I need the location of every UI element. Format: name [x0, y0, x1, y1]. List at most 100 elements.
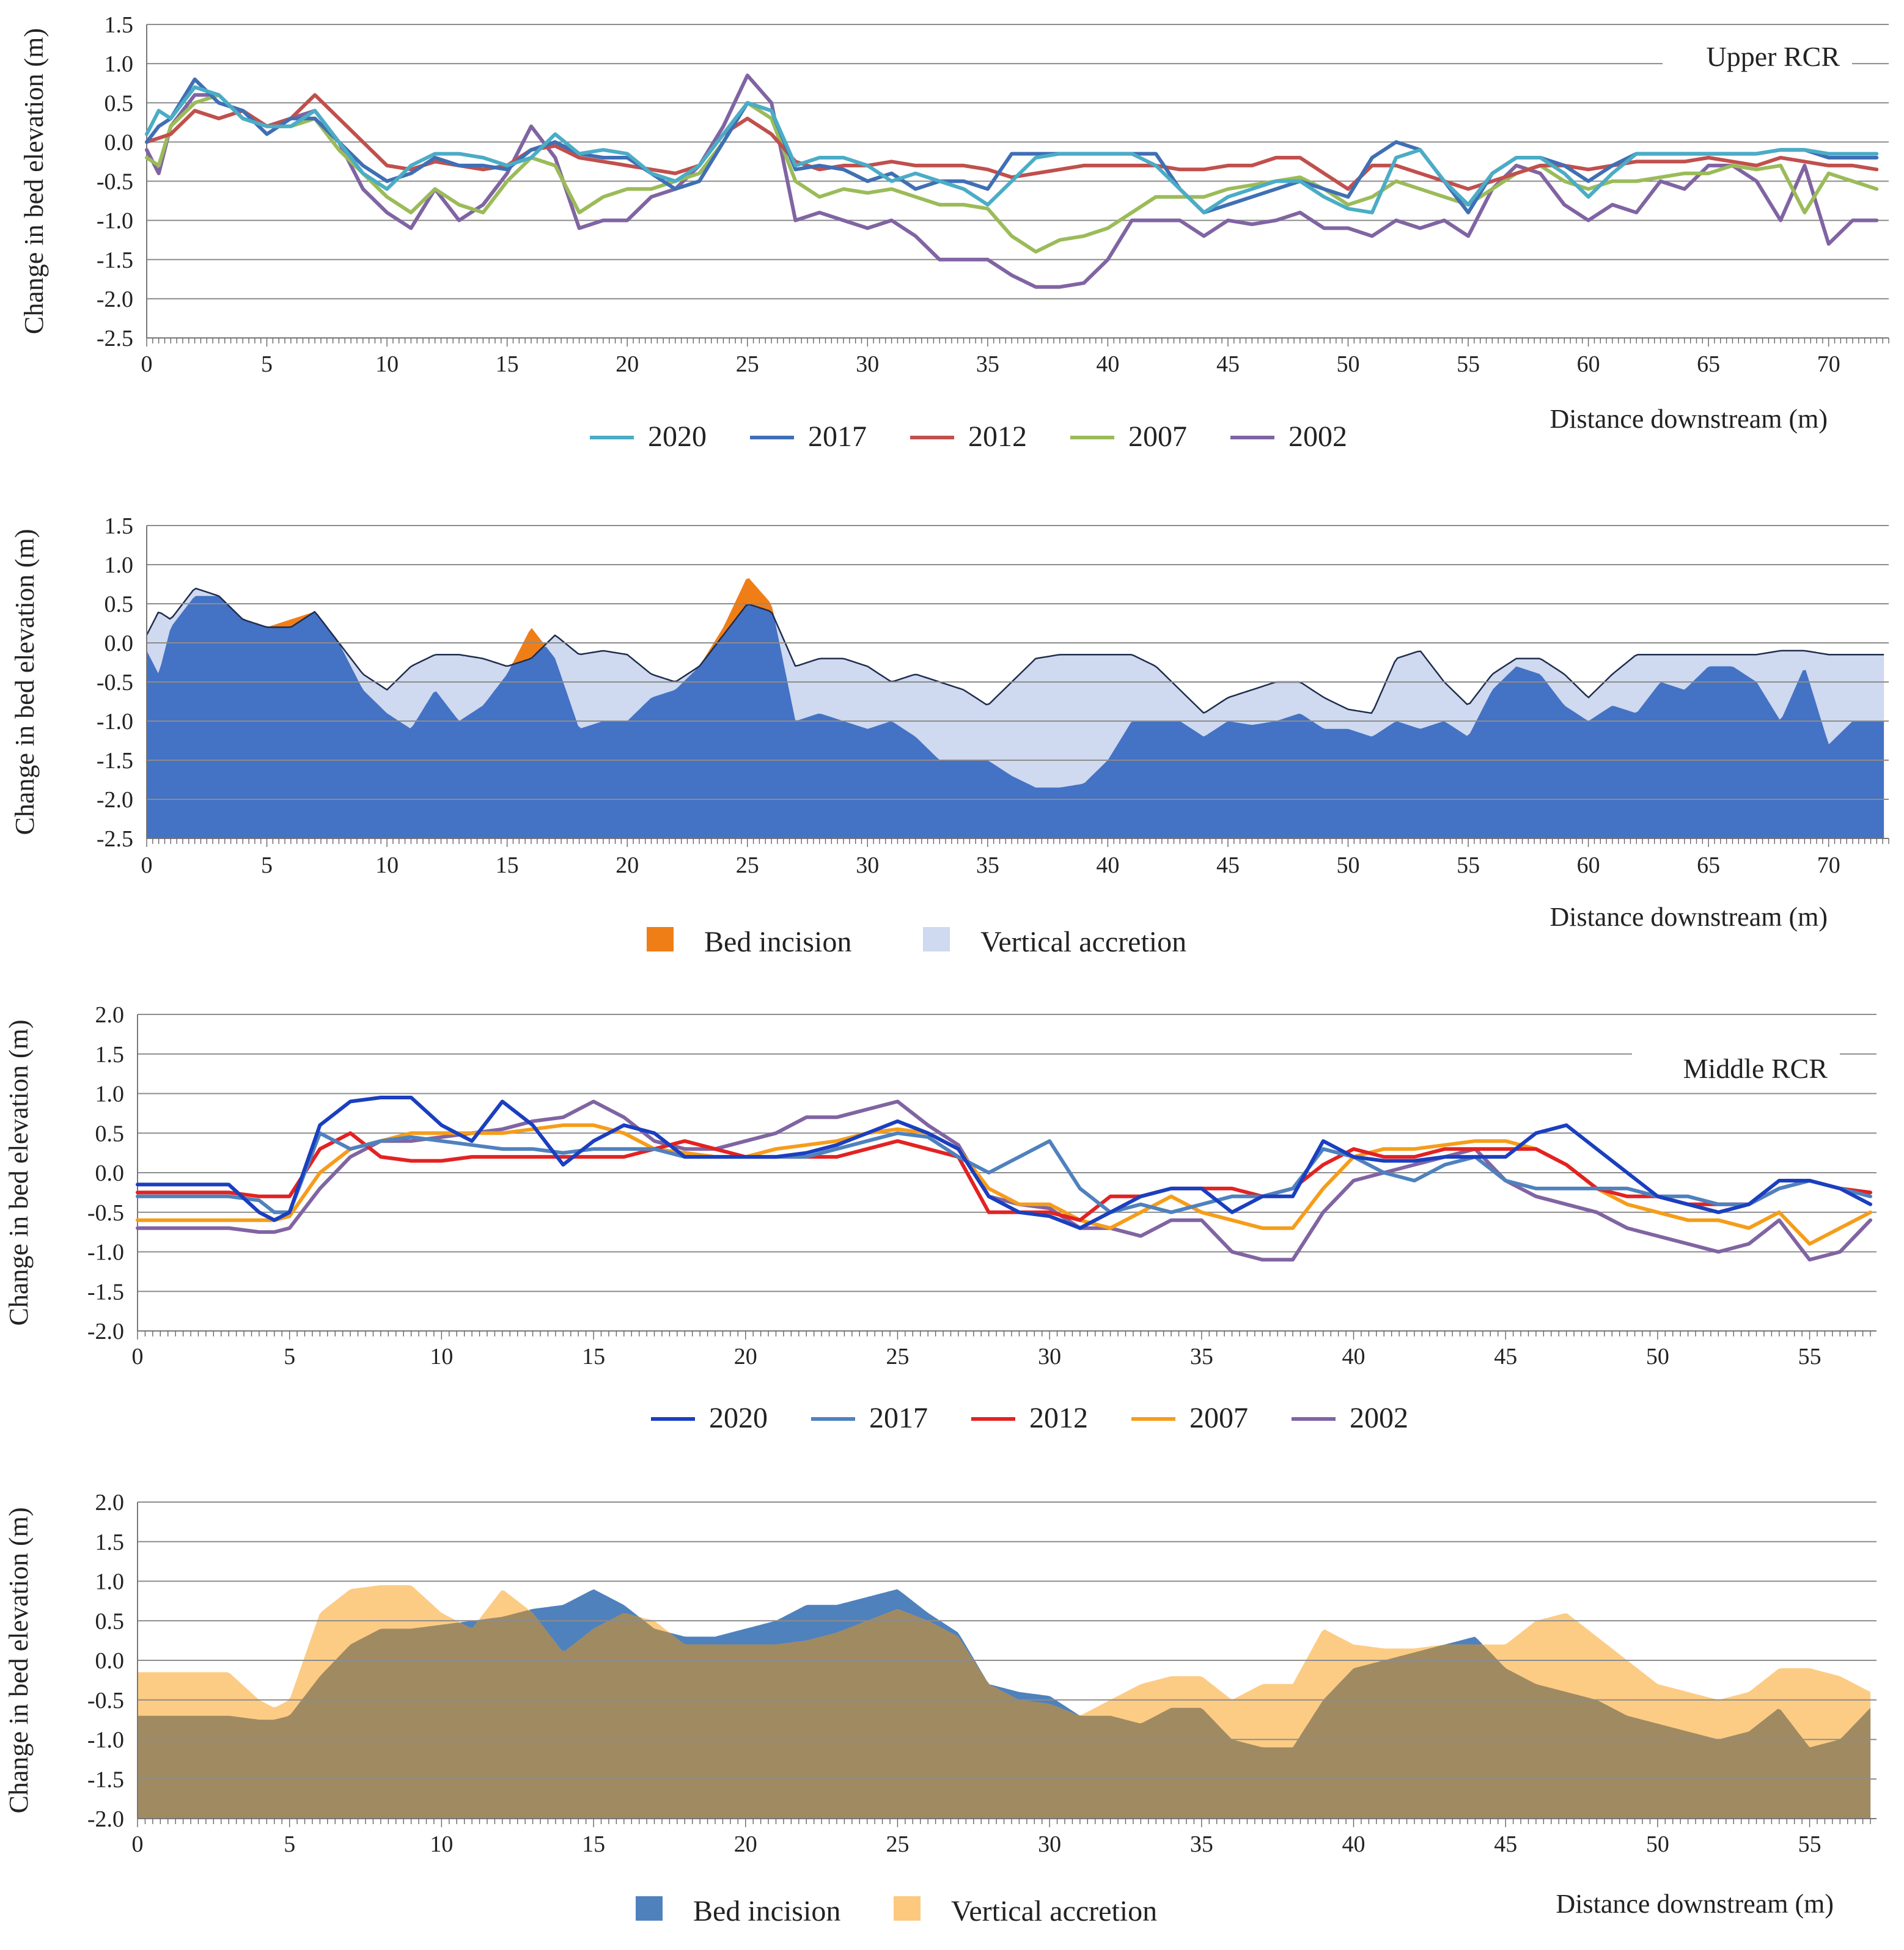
legend-label: Bed incision — [704, 926, 851, 958]
x-tick-label: 15 — [582, 1831, 605, 1857]
y-axis-label: Change in bed elevation (m) — [4, 1020, 34, 1326]
y-tick-label: 2.0 — [95, 1002, 125, 1028]
legend-label-2020: 2020 — [709, 1402, 768, 1434]
y-tick-label: 0.0 — [95, 1160, 125, 1186]
y-tick-label: -1.5 — [97, 748, 133, 774]
x-tick-label: 5 — [284, 1344, 295, 1369]
y-tick-label: -2.0 — [97, 287, 133, 312]
x-tick-label: 10 — [430, 1831, 453, 1857]
base-profile-area — [138, 1609, 1871, 1819]
y-tick-label: -1.5 — [87, 1279, 124, 1305]
x-tick-label: 50 — [1646, 1831, 1669, 1857]
legend-label: Bed incision — [693, 1895, 840, 1927]
legend-swatch — [636, 1896, 663, 1921]
y-tick-label: -2.0 — [87, 1319, 124, 1344]
legend-label: Vertical accretion — [980, 926, 1186, 958]
x-axis-label: Distance downstream (m) — [1556, 1889, 1834, 1919]
x-tick-label: 15 — [496, 852, 519, 878]
y-tick-label: 2.0 — [95, 1490, 125, 1516]
y-tick-label: -1.0 — [97, 709, 133, 735]
y-tick-label: -0.5 — [87, 1688, 124, 1714]
x-tick-label: 25 — [886, 1344, 909, 1369]
legend-label-2002: 2002 — [1350, 1402, 1408, 1434]
x-tick-label: 70 — [1817, 852, 1840, 878]
x-tick-label: 20 — [734, 1344, 757, 1369]
y-tick-label: 0.5 — [105, 90, 134, 116]
legend-swatch — [894, 1896, 921, 1921]
x-tick-label: 45 — [1216, 852, 1240, 878]
y-tick-label: -2.5 — [97, 826, 133, 852]
x-tick-label: 40 — [1096, 852, 1119, 878]
middle-rcr-area-chart: 2.0 1.5 1.0 0.5 0.0 -0.5 -1.0 -1.5 -2.0 0 5 10 15 20 2… — [4, 1490, 1876, 1927]
x-tick-label: 25 — [886, 1831, 909, 1857]
series-line-2002 — [136, 1099, 1873, 1262]
series-line-2020 — [145, 85, 1879, 214]
legend-swatch — [647, 927, 674, 951]
y-tick-label: -0.5 — [87, 1200, 124, 1226]
y-tick-label: 1.5 — [95, 1042, 125, 1068]
legend-label-2017: 2017 — [808, 420, 867, 453]
y-tick-label: 1.0 — [105, 51, 134, 77]
y-tick-label: 0.0 — [105, 631, 134, 656]
legend-label-2012: 2012 — [968, 420, 1027, 453]
x-tick-label: 5 — [261, 351, 273, 377]
x-tick-label: 0 — [132, 1344, 144, 1369]
x-tick-label: 15 — [582, 1344, 605, 1369]
x-tick-label: 35 — [1190, 1831, 1213, 1857]
x-tick-label: 5 — [284, 1831, 295, 1857]
y-tick-label: 1.0 — [95, 1569, 125, 1595]
x-tick-label: 0 — [141, 852, 153, 878]
series-line-2007 — [145, 93, 1879, 254]
middle-rcr-line-chart: 2.01.51.00.50.0-0.5-1.0-1.5-2.00 5 10 15 20 2… — [4, 1002, 1876, 1434]
x-tick-label: 55 — [1798, 1831, 1821, 1857]
x-tick-label: 50 — [1337, 852, 1360, 878]
x-tick-label: 45 — [1494, 1831, 1517, 1857]
x-tick-label: 10 — [375, 351, 399, 377]
x-tick-label: 45 — [1216, 351, 1240, 377]
series-line-2012 — [136, 1131, 1873, 1222]
x-tick-label: 70 — [1817, 351, 1840, 377]
x-tick-label: 65 — [1697, 351, 1720, 377]
y-axis-label: Change in bed elevation (m) — [10, 529, 40, 835]
series-line-2020 — [136, 1096, 1873, 1230]
x-tick-label: 55 — [1457, 852, 1480, 878]
x-tick-label: 10 — [430, 1344, 453, 1369]
y-tick-label: 1.0 — [105, 552, 134, 578]
legend-label-2002: 2002 — [1288, 420, 1347, 453]
x-tick-label: 35 — [976, 351, 999, 377]
y-tick-label: -2.0 — [87, 1806, 124, 1832]
legend-label-2012: 2012 — [1029, 1402, 1088, 1434]
y-tick-label: -1.5 — [87, 1767, 124, 1792]
x-tick-label: 40 — [1342, 1831, 1366, 1857]
x-tick-label: 30 — [1038, 1344, 1061, 1369]
x-tick-label: 0 — [132, 1831, 144, 1857]
x-tick-label: 35 — [1190, 1344, 1213, 1369]
y-tick-label: -1.0 — [97, 208, 133, 234]
x-tick-label: 20 — [734, 1831, 757, 1857]
panel-label: Upper RCR — [1707, 41, 1840, 72]
x-tick-label: 40 — [1096, 351, 1119, 377]
x-tick-label: 30 — [856, 852, 879, 878]
x-tick-label: 30 — [1038, 1831, 1061, 1857]
legend-label: Vertical accretion — [951, 1895, 1157, 1927]
x-tick-label: 25 — [736, 852, 759, 878]
x-tick-label: 45 — [1494, 1344, 1517, 1369]
panel-label-bg — [1663, 51, 1852, 76]
x-tick-label: 20 — [616, 852, 639, 878]
panel-label-bg — [1632, 1041, 1840, 1066]
upper-rcr-line-chart: 1.5 1.0 0.5 0.0 -0.5 -1.0 -1.5 -2.0 -2.5 0 5 10 15 20… — [19, 12, 1889, 453]
series-line-2017 — [145, 77, 1879, 214]
x-axis-label: Distance downstream (m) — [1549, 404, 1828, 434]
x-tick-label: 55 — [1457, 351, 1480, 377]
panel-label: Middle RCR — [1683, 1053, 1828, 1084]
y-tick-label: 1.5 — [105, 12, 134, 38]
y-tick-label: 0.5 — [95, 1121, 125, 1146]
legend-label-2020: 2020 — [648, 420, 707, 453]
upper-profile-line — [145, 587, 1884, 714]
y-tick-label: 1.5 — [95, 1530, 125, 1555]
y-tick-label: -1.0 — [87, 1728, 124, 1753]
legend-swatch — [923, 927, 950, 951]
y-tick-label: 0.5 — [95, 1608, 125, 1634]
x-tick-label: 60 — [1577, 852, 1600, 878]
